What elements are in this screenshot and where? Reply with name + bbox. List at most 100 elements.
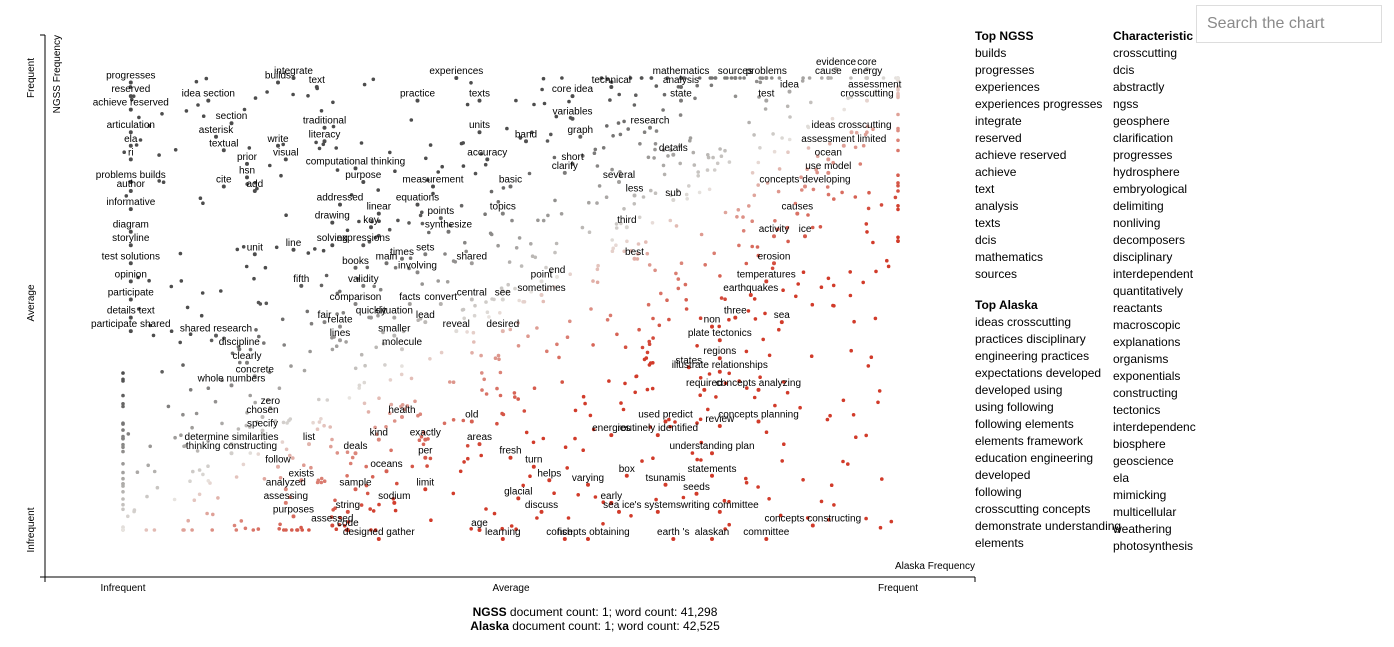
term-dot[interactable] (322, 479, 327, 484)
search-input[interactable] (1196, 5, 1382, 43)
labeled-term-dot[interactable] (291, 514, 296, 519)
labeled-term-dot[interactable] (539, 293, 544, 297)
term-dot[interactable] (427, 230, 431, 235)
term-dot[interactable] (608, 313, 613, 318)
term-dot[interactable] (278, 522, 282, 527)
term-dot[interactable] (306, 94, 310, 98)
term-dot[interactable] (706, 153, 710, 157)
term-dot[interactable] (280, 440, 285, 444)
term-dot[interactable] (243, 526, 248, 531)
term-dot[interactable] (501, 186, 506, 190)
term-dot[interactable] (507, 260, 512, 264)
term-dot[interactable] (155, 485, 160, 490)
term-label[interactable]: integrate (274, 66, 313, 77)
term-dot[interactable] (773, 219, 777, 223)
term-label[interactable]: progresses (106, 71, 155, 82)
term-dot[interactable] (540, 87, 544, 92)
labeled-term-dot[interactable] (400, 415, 404, 419)
term-dot[interactable] (599, 76, 604, 80)
term-dot[interactable] (516, 397, 520, 401)
top-alaska-term[interactable]: following elements (975, 417, 1074, 431)
term-dot[interactable] (616, 121, 621, 125)
characteristic-term[interactable]: delimiting (1113, 199, 1164, 213)
term-dot[interactable] (653, 191, 658, 195)
term-dot[interactable] (121, 449, 125, 454)
term-dot[interactable] (719, 296, 724, 300)
term-dot[interactable] (611, 246, 615, 251)
term-dot[interactable] (121, 442, 125, 447)
term-dot[interactable] (500, 411, 504, 416)
labeled-term-dot[interactable] (477, 528, 482, 532)
term-dot[interactable] (367, 240, 372, 244)
term-dot[interactable] (488, 231, 493, 236)
term-dot[interactable] (389, 448, 393, 453)
term-label[interactable]: expressions (337, 233, 390, 244)
term-dot[interactable] (531, 440, 536, 445)
term-dot[interactable] (479, 453, 484, 458)
labeled-term-dot[interactable] (128, 94, 133, 99)
labeled-term-dot[interactable] (787, 89, 792, 94)
term-dot[interactable] (443, 252, 447, 256)
term-dot[interactable] (723, 527, 727, 531)
term-dot[interactable] (254, 328, 258, 332)
term-label[interactable]: convert (424, 292, 457, 303)
term-dot[interactable] (281, 142, 286, 147)
term-dot[interactable] (498, 311, 502, 315)
term-dot[interactable] (820, 76, 824, 80)
term-dot[interactable] (727, 499, 731, 504)
term-dot[interactable] (553, 250, 557, 255)
term-dot[interactable] (302, 463, 306, 468)
term-dot[interactable] (695, 83, 699, 88)
labeled-term-dot[interactable] (477, 98, 482, 103)
term-dot[interactable] (896, 204, 900, 208)
term-dot[interactable] (206, 386, 211, 391)
characteristic-term[interactable]: explanations (1113, 335, 1181, 349)
labeled-term-dot[interactable] (299, 283, 304, 288)
term-dot[interactable] (657, 323, 662, 328)
characteristic-term[interactable]: organisms (1113, 352, 1169, 366)
labeled-term-dot[interactable] (562, 537, 567, 541)
term-dot[interactable] (204, 76, 209, 81)
term-dot[interactable] (712, 251, 716, 256)
term-dot[interactable] (744, 349, 749, 354)
labeled-term-dot[interactable] (221, 148, 226, 153)
term-dot[interactable] (337, 522, 342, 527)
term-dot[interactable] (166, 404, 171, 409)
term-dot[interactable] (832, 503, 836, 507)
term-dot[interactable] (429, 518, 433, 522)
term-dot[interactable] (389, 402, 394, 407)
term-dot[interactable] (727, 522, 731, 527)
term-dot[interactable] (780, 136, 784, 140)
term-dot[interactable] (436, 170, 441, 174)
term-dot[interactable] (121, 470, 125, 475)
term-dot[interactable] (896, 95, 900, 100)
term-dot[interactable] (334, 344, 339, 349)
term-dot[interactable] (723, 297, 727, 302)
term-label[interactable]: box (619, 464, 635, 475)
characteristic-term[interactable]: geoscience (1113, 454, 1174, 468)
term-dot[interactable] (647, 263, 652, 267)
term-dot[interactable] (622, 119, 626, 124)
term-dot[interactable] (300, 528, 305, 532)
term-label[interactable]: basic (499, 175, 522, 186)
labeled-term-dot[interactable] (229, 383, 234, 388)
term-dot[interactable] (698, 393, 702, 398)
term-dot[interactable] (184, 109, 189, 113)
term-dot[interactable] (554, 114, 559, 119)
term-label[interactable]: line (286, 238, 302, 249)
labeled-term-dot[interactable] (733, 315, 738, 320)
term-dot[interactable] (461, 418, 466, 423)
term-dot[interactable] (277, 386, 282, 391)
term-label[interactable]: assessed (311, 514, 353, 525)
term-label[interactable]: sets (416, 242, 434, 253)
term-dot[interactable] (793, 201, 798, 206)
term-label[interactable]: experiences (429, 66, 483, 77)
term-dot[interactable] (161, 180, 166, 184)
term-dot[interactable] (178, 251, 183, 256)
term-dot[interactable] (451, 418, 456, 422)
term-label[interactable]: smaller (378, 324, 411, 335)
term-dot[interactable] (377, 502, 381, 507)
term-dot[interactable] (357, 383, 362, 388)
term-dot[interactable] (253, 400, 257, 405)
labeled-term-dot[interactable] (508, 455, 513, 460)
